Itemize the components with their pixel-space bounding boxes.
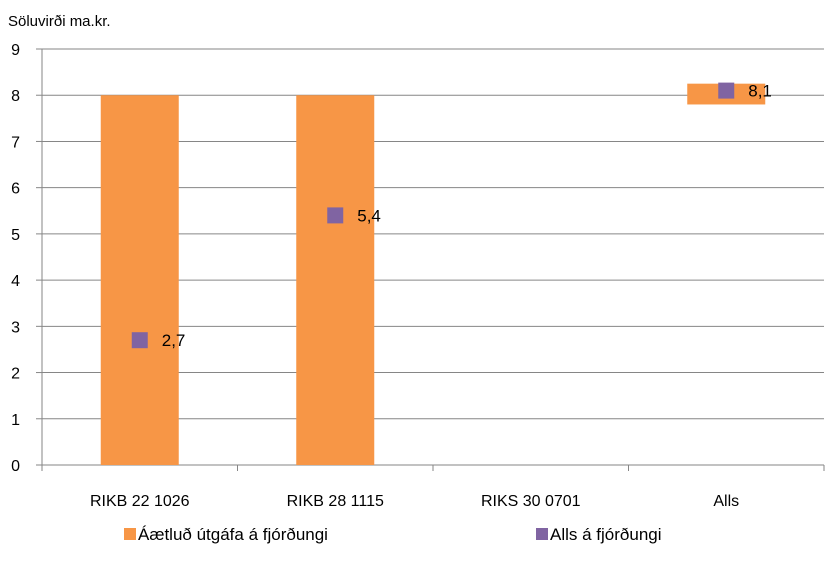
legend-label: Áætluð útgáfa á fjórðungi [138, 525, 328, 544]
marker-point [131, 332, 148, 349]
x-category-label: Alls [713, 493, 739, 510]
tick-labels: 0 1 2 3 4 5 6 7 8 9 RIKB 22 1026 RIKB 28 1115 RIKS 3… [11, 42, 739, 510]
y-tick-label: 6 [11, 181, 20, 198]
y-tick-label: 2 [11, 366, 20, 383]
y-tick-label: 7 [11, 134, 20, 151]
bar-series [100, 83, 766, 465]
x-category-label: RIKB 28 1115 [287, 493, 384, 510]
x-category-label: RIKB 22 1026 [90, 493, 190, 510]
data-label: 8,1 [748, 82, 772, 101]
bar [296, 95, 375, 465]
data-label: 2,7 [162, 331, 186, 350]
marker-series: 2,7 5,4 8,1 [131, 82, 772, 350]
y-axis-title: Söluvirði ma.kr. [8, 13, 111, 30]
y-tick-label: 9 [11, 42, 20, 59]
y-tick-label: 4 [11, 273, 20, 290]
bar [100, 95, 179, 465]
y-tick-label: 3 [11, 319, 20, 336]
y-tick-label: 0 [11, 458, 20, 475]
data-label: 5,4 [357, 206, 381, 225]
y-tick-label: 1 [11, 412, 20, 429]
x-category-label: RIKS 30 0701 [481, 493, 581, 510]
y-tick-label: 5 [11, 227, 20, 244]
marker-point [718, 82, 735, 99]
legend-swatch [124, 528, 136, 540]
legend-swatch [536, 528, 548, 540]
marker-point [327, 207, 344, 224]
y-tick-label: 8 [11, 88, 20, 105]
legend: Áætluð útgáfa á fjórðungi Alls á fjórðung… [124, 525, 662, 544]
legend-label: Alls á fjórðungi [550, 525, 662, 544]
